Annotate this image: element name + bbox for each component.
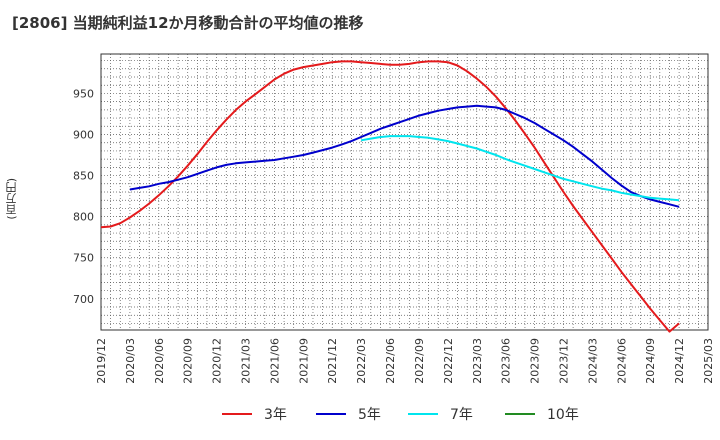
y-axis-ticks: 700 750 800 850 900 950 <box>73 87 94 305</box>
x-tick-label: 2024/12 <box>673 338 686 384</box>
x-tick-label: 2022/03 <box>355 338 368 384</box>
x-tick-label: 2023/03 <box>471 338 484 384</box>
y-tick-label: 950 <box>73 87 94 100</box>
x-tick-label: 2019/12 <box>95 338 108 384</box>
x-tick-label: 2024/09 <box>644 338 657 384</box>
x-tick-label: 2021/12 <box>326 338 339 384</box>
chart-title: [2806] 当期純利益12か月移動合計の平均値の推移 <box>12 14 364 32</box>
y-tick-label: 800 <box>73 211 94 224</box>
plot-area-border <box>100 53 709 331</box>
x-tick-label: 2023/06 <box>500 338 513 384</box>
legend-label-10年: 10年 <box>547 407 579 423</box>
x-axis-ticks: 2019/12 2020/03 2020/06 2020/09 2020/12 2021/… <box>95 338 715 384</box>
x-tick-label: 2024/06 <box>615 338 628 384</box>
x-tick-label: 2020/12 <box>211 338 224 384</box>
x-tick-label: 2021/06 <box>268 338 281 384</box>
x-tick-label: 2023/12 <box>557 338 570 384</box>
y-tick-label: 850 <box>73 170 94 183</box>
legend-label-3年: 3年 <box>264 407 287 423</box>
grid <box>101 54 708 330</box>
series-line-3年 <box>100 60 680 333</box>
y-tick-label: 750 <box>73 252 94 265</box>
series-lines <box>100 60 680 333</box>
x-tick-label: 2022/12 <box>442 338 455 384</box>
x-tick-label: 2022/09 <box>413 338 426 384</box>
x-tick-label: 2021/09 <box>297 338 310 384</box>
series-line-5年 <box>129 104 680 208</box>
y-tick-label: 900 <box>73 129 94 142</box>
x-tick-label: 2023/09 <box>529 338 542 384</box>
series-line-7年 <box>360 135 680 202</box>
x-tick-label: 2025/03 <box>702 338 715 384</box>
x-tick-label: 2024/03 <box>586 338 599 384</box>
x-tick-label: 2021/03 <box>240 338 253 384</box>
legend: 3年 5年 7年 10年 <box>222 407 579 423</box>
x-tick-label: 2020/06 <box>153 338 166 384</box>
x-tick-label: 2020/09 <box>182 338 195 384</box>
legend-label-7年: 7年 <box>450 407 473 423</box>
x-tick-label: 2022/06 <box>384 338 397 384</box>
y-tick-label: 700 <box>73 293 94 306</box>
legend-label-5年: 5年 <box>358 407 381 423</box>
x-tick-label: 2020/03 <box>124 338 137 384</box>
